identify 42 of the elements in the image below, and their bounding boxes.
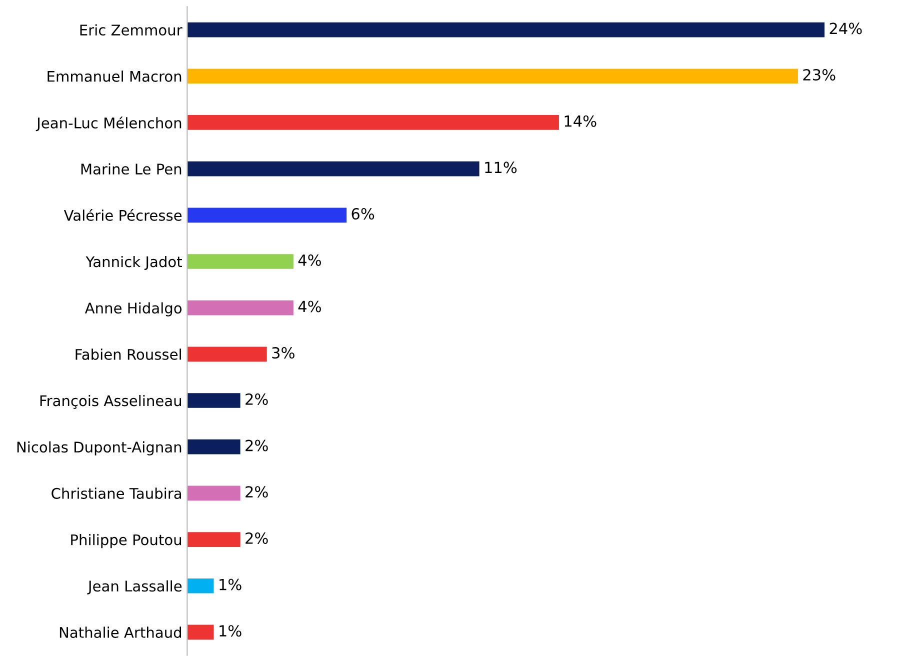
y-tick-label: Fabien Roussel: [76, 348, 181, 360]
data-label: 24%: [830, 22, 862, 34]
data-label: 2%: [246, 532, 268, 544]
y-tick-label: Nathalie Arthaud: [60, 626, 182, 638]
y-tick-label: Marine Le Pen: [81, 163, 182, 175]
y-tick-label: Valérie Pécresse: [64, 209, 182, 221]
y-tick-label: Yannick Jadot: [86, 256, 182, 270]
y-tick-label: Christiane Taubira: [52, 488, 182, 499]
y-tick-label: Eric Zemmour: [80, 24, 182, 36]
bar: [187, 68, 798, 84]
bar: [187, 624, 214, 640]
bar: [187, 346, 267, 362]
y-tick-label: Anne Hidalgo: [84, 302, 182, 316]
bar: [187, 393, 240, 408]
data-label: 23%: [803, 69, 836, 81]
bar: [187, 300, 294, 316]
y-tick-label: Jean-Luc Mélenchon: [36, 116, 182, 132]
data-label: 14%: [564, 115, 596, 127]
y-tick-label: Nicolas Dupont-Aignan: [17, 441, 182, 456]
y-tick-label: Emmanuel Macron: [48, 70, 182, 82]
data-label: 2%: [246, 393, 268, 405]
data-label: 1%: [220, 578, 242, 590]
y-tick-label: Jean Lassalle: [87, 580, 182, 594]
data-label: 2%: [246, 486, 268, 498]
bar: [187, 439, 240, 454]
data-label: 2%: [246, 440, 268, 452]
bar: [187, 254, 294, 269]
data-label: 1%: [220, 625, 242, 637]
bar: [187, 115, 559, 130]
data-label: 4%: [298, 300, 321, 312]
data-label: 6%: [352, 208, 374, 220]
data-label: 3%: [272, 347, 294, 359]
y-tick-label: Philippe Poutou: [71, 534, 182, 548]
bar: [187, 208, 347, 223]
data-label: 11%: [485, 162, 517, 174]
data-label: 4%: [298, 254, 321, 266]
bar: [187, 161, 480, 176]
bar: [187, 22, 825, 38]
bar: [187, 578, 214, 594]
y-tick-label: François Asselineau: [40, 394, 182, 409]
bar: [187, 486, 240, 501]
bar: [187, 532, 240, 547]
